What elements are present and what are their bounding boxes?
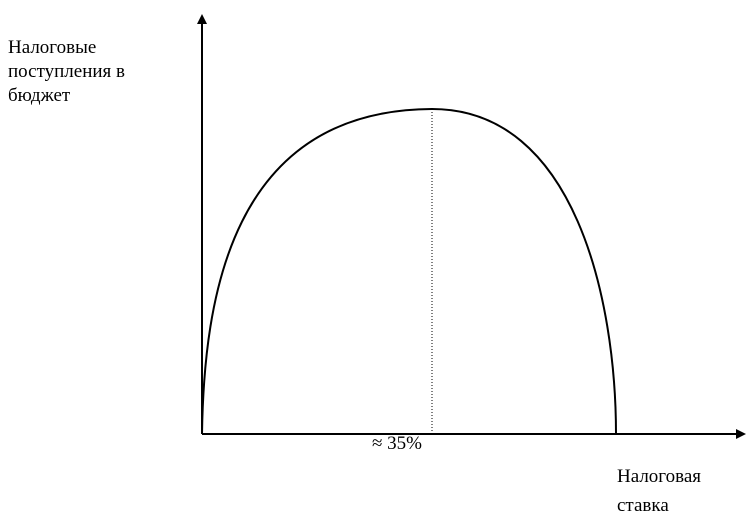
peak-rate-label: ≈ 35% xyxy=(372,433,423,454)
y-axis-label-line-3: бюджет xyxy=(8,85,71,106)
x-axis-label: Налоговая ставка xyxy=(617,462,747,520)
laffer-curve xyxy=(201,107,617,435)
x-axis-label-line-1: Налоговая xyxy=(617,466,702,487)
y-axis-label-line-1: Налоговые xyxy=(8,37,97,58)
y-axis-label: Налоговые поступления в бюджет xyxy=(8,36,198,108)
x-axis-label-line-2: ставка xyxy=(617,495,669,516)
y-axis-label-line-2: поступления в xyxy=(8,61,126,82)
